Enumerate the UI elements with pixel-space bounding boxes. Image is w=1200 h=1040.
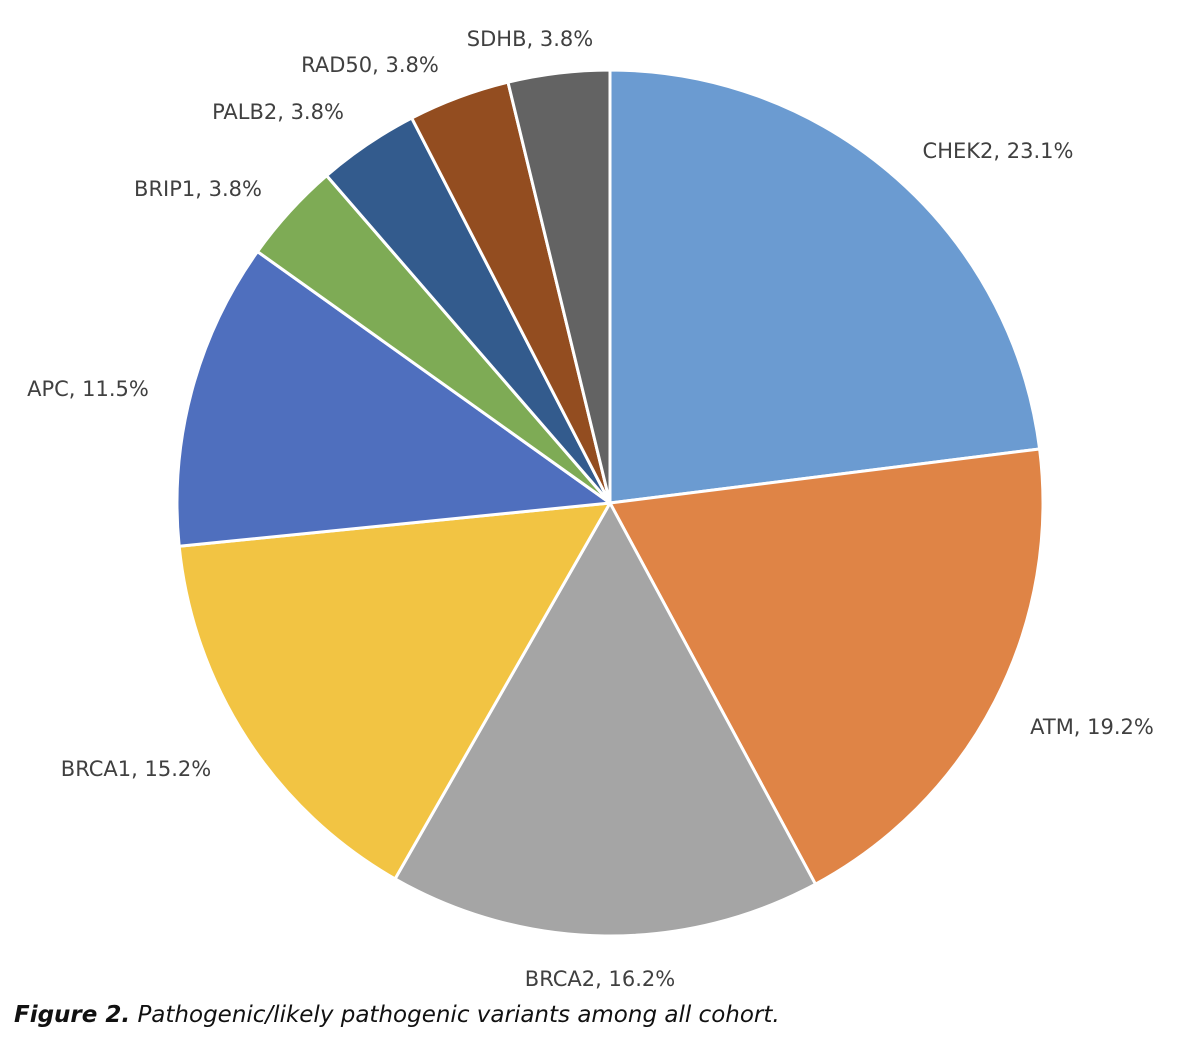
data-label-atm: ATM, 19.2% (1030, 715, 1154, 739)
pie-slice-sdhb (506, 68, 612, 505)
data-label-brca2: BRCA2, 16.2% (525, 967, 675, 991)
pie-slice-brca2 (393, 501, 817, 938)
pie-slice-chek2 (608, 68, 1042, 505)
figure-caption: Figure 2. Pathogenic/likely pathogenic v… (14, 1002, 780, 1028)
data-label-palb2: PALB2, 3.8% (212, 100, 344, 124)
pie-chart: CHEK2, 23.1% ATM, 19.2% BRCA2, 16.2% BRCA1,… (27, 27, 1154, 991)
figure-caption-text: Pathogenic/likely pathogenic variants am… (137, 1002, 780, 1028)
data-label-brca1: BRCA1, 15.2% (61, 757, 211, 781)
pie-slice-apc (175, 250, 612, 548)
pie-chart-svg: CHEK2, 23.1% ATM, 19.2% BRCA2, 16.2% BRCA1,… (27, 27, 1154, 991)
data-label-brip1: BRIP1, 3.8% (134, 177, 262, 201)
data-label-rad50: RAD50, 3.8% (301, 53, 439, 77)
data-label-apc: APC, 11.5% (27, 377, 149, 401)
slices-layer (175, 68, 1045, 938)
data-label-sdhb: SDHB, 3.8% (467, 27, 593, 51)
pie-slice-atm (608, 447, 1045, 886)
figure-number: Figure 2. (14, 1002, 131, 1028)
pie-slice-brca1 (177, 501, 612, 881)
labels-layer: CHEK2, 23.1% ATM, 19.2% BRCA2, 16.2% BRCA1,… (27, 27, 1154, 991)
data-label-chek2: CHEK2, 23.1% (923, 139, 1074, 163)
